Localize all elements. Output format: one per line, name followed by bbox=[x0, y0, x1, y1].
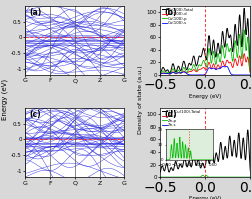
Cu(100)-d bbox=[174, 72, 177, 75]
Cu(100)-p bbox=[248, 72, 251, 74]
Zn Cu(100)-Total bbox=[181, 161, 184, 163]
Zn-s bbox=[218, 176, 221, 178]
Text: (a): (a) bbox=[29, 8, 41, 17]
Cu(100)-p bbox=[226, 47, 229, 50]
Zn-d bbox=[158, 176, 161, 178]
Cu(100)-Total bbox=[211, 39, 214, 41]
Zn-p bbox=[248, 176, 251, 178]
Cu(100)-d bbox=[242, 53, 245, 55]
Cu(100)-p bbox=[218, 60, 221, 62]
Cu(100)-s bbox=[220, 65, 224, 67]
Zn-p bbox=[158, 176, 161, 178]
Zn-d bbox=[174, 176, 177, 178]
Zn-d bbox=[218, 176, 221, 178]
Zn Cu(100)-Total bbox=[199, 166, 202, 169]
Cu(100)-d bbox=[158, 73, 161, 75]
Text: (d): (d) bbox=[163, 110, 176, 119]
Zn-d bbox=[211, 176, 214, 178]
Cu(100)-p bbox=[242, 29, 245, 31]
Zn-d bbox=[226, 176, 229, 178]
Cu(100)-Total bbox=[226, 33, 229, 35]
Cu(100)-p bbox=[181, 66, 184, 69]
Text: (b): (b) bbox=[163, 8, 176, 17]
Zn-s bbox=[174, 176, 177, 178]
Line: Cu(100)-s: Cu(100)-s bbox=[160, 66, 249, 75]
Cu(100)-d bbox=[199, 68, 202, 70]
Zn-s bbox=[226, 176, 229, 178]
Cu(100)-p bbox=[158, 73, 161, 75]
Zn-p bbox=[199, 175, 202, 178]
Line: Zn-p: Zn-p bbox=[160, 175, 249, 177]
Cu(100)-s bbox=[158, 73, 161, 75]
Zn Cu(100)-Total bbox=[158, 171, 161, 173]
Cu(100)-p bbox=[199, 65, 202, 67]
Zn-s bbox=[211, 176, 214, 178]
Zn-p bbox=[226, 176, 229, 178]
Cu(100)-d bbox=[218, 66, 221, 69]
Line: Cu(100)-Total: Cu(100)-Total bbox=[160, 8, 249, 73]
Zn-s bbox=[199, 176, 202, 178]
Cu(100)-s bbox=[181, 71, 184, 73]
Cu(100)-Total bbox=[248, 70, 251, 72]
Cu(100)-s bbox=[211, 67, 214, 69]
Zn Cu(100)-Total bbox=[245, 129, 248, 131]
Cu(100)-s bbox=[248, 74, 251, 76]
Zn-d bbox=[199, 176, 202, 178]
Cu(100)-d bbox=[226, 61, 229, 63]
Cu(100)-s bbox=[174, 72, 177, 74]
Zn-p bbox=[218, 176, 221, 178]
Cu(100)-d bbox=[211, 62, 214, 65]
Zn Cu(100)-Total bbox=[218, 141, 221, 144]
Zn-p bbox=[174, 176, 177, 178]
Legend: Zn Cu(100)-Total, Zn-d, Zn-p, Zn-s: Zn Cu(100)-Total, Zn-d, Zn-p, Zn-s bbox=[161, 109, 200, 128]
Zn-p bbox=[181, 176, 184, 178]
Text: (c): (c) bbox=[29, 110, 41, 119]
Line: Cu(100)-p: Cu(100)-p bbox=[160, 30, 249, 74]
Cu(100)-s bbox=[218, 67, 221, 69]
Zn-s bbox=[181, 176, 184, 178]
Cu(100)-Total bbox=[181, 60, 184, 62]
Zn Cu(100)-Total bbox=[174, 161, 177, 164]
X-axis label: Energy (eV): Energy (eV) bbox=[188, 94, 221, 99]
Cu(100)-Total bbox=[218, 51, 221, 53]
Cu(100)-d bbox=[248, 73, 251, 75]
X-axis label: Energy (eV): Energy (eV) bbox=[188, 196, 221, 199]
Cu(100)-s bbox=[199, 74, 202, 76]
Cu(100)-d bbox=[181, 70, 184, 72]
Text: Energy (eV): Energy (eV) bbox=[1, 79, 8, 120]
Legend: Cu(100)-Total, Cu(100)-d, Cu(100)-p, Cu(100)-s: Cu(100)-Total, Cu(100)-d, Cu(100)-p, Cu(… bbox=[161, 7, 194, 26]
Text: Density of state (a.u.): Density of state (a.u.) bbox=[137, 65, 142, 134]
Zn Cu(100)-Total bbox=[248, 171, 251, 174]
Line: Zn Cu(100)-Total: Zn Cu(100)-Total bbox=[160, 130, 249, 172]
Zn Cu(100)-Total bbox=[226, 150, 229, 152]
Zn-s bbox=[248, 176, 251, 178]
Cu(100)-p bbox=[174, 72, 177, 75]
Cu(100)-Total bbox=[174, 70, 177, 73]
Zn-d bbox=[248, 176, 251, 178]
Zn-s bbox=[158, 176, 161, 178]
Zn Cu(100)-Total bbox=[211, 159, 214, 162]
Cu(100)-Total bbox=[158, 72, 161, 74]
Zn-p bbox=[201, 174, 204, 177]
Cu(100)-Total bbox=[199, 56, 202, 58]
Cu(100)-p bbox=[211, 50, 214, 53]
Cu(100)-Total bbox=[242, 7, 245, 10]
Line: Cu(100)-d: Cu(100)-d bbox=[160, 54, 249, 74]
Cu(100)-s bbox=[226, 67, 229, 70]
Zn-d bbox=[181, 176, 184, 178]
Zn-p bbox=[211, 176, 214, 178]
